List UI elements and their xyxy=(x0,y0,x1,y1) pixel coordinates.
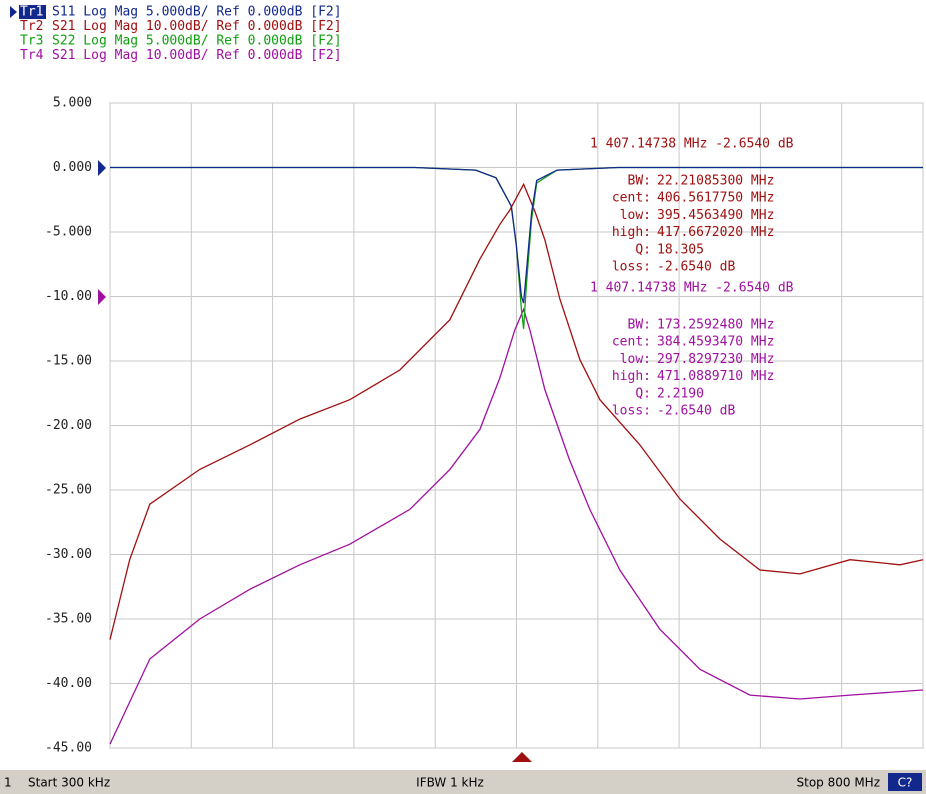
marker-value: -2.6540 dB xyxy=(657,260,735,275)
y-tick-label: -25.00 xyxy=(45,483,92,498)
y-tick-label: 0.000 xyxy=(53,160,92,175)
marker-key: high: xyxy=(612,369,651,384)
status-flag: C? xyxy=(898,776,913,790)
marker-key: Q: xyxy=(635,386,651,401)
marker-value: 297.8297230 MHz xyxy=(657,352,774,367)
status-flag-box xyxy=(888,773,922,791)
marker-key: Q: xyxy=(635,242,651,257)
marker-value: 2.2190 xyxy=(657,386,704,401)
y-tick-label: 5.000 xyxy=(53,96,92,111)
marker-value: 395.4563490 MHz xyxy=(657,208,774,223)
trace xyxy=(109,307,924,745)
trace-settings: S11 Log Mag 5.000dB/ Ref 0.000dB [F2] xyxy=(52,5,342,20)
marker-key: loss: xyxy=(612,260,651,275)
marker-key: BW: xyxy=(628,318,651,333)
marker-key: cent: xyxy=(612,335,651,350)
marker-value: -2.6540 dB xyxy=(657,404,735,419)
marker-value: 471.0889710 MHz xyxy=(657,369,774,384)
active-trace-box xyxy=(19,5,46,19)
marker-value: 173.2592480 MHz xyxy=(657,318,774,333)
y-tick-label: -5.000 xyxy=(45,225,92,240)
trace-name: Tr1 xyxy=(20,5,43,20)
ref-indicator xyxy=(98,160,106,176)
marker-key: loss: xyxy=(612,404,651,419)
active-arrow xyxy=(10,6,17,18)
trace xyxy=(109,182,924,640)
y-tick-label: -35.00 xyxy=(45,612,92,627)
marker-value: 417.6672020 MHz xyxy=(657,225,774,240)
trace-name: Tr2 xyxy=(20,19,43,34)
marker-readout: 1 407.14738 MHz -2.6540 dB xyxy=(590,137,794,152)
y-tick-label: -40.00 xyxy=(45,676,92,691)
y-tick-label: -10.00 xyxy=(45,289,92,304)
ref-indicator xyxy=(98,289,106,305)
status-text: IFBW 1 kHz xyxy=(416,776,484,790)
marker-key: BW: xyxy=(628,174,651,189)
status-text: 1 xyxy=(4,776,12,790)
status-text: Start 300 kHz xyxy=(28,776,110,790)
trace xyxy=(110,166,923,304)
status-bar xyxy=(0,770,926,794)
y-tick-label: -15.00 xyxy=(45,354,92,369)
marker-key: low: xyxy=(620,208,651,223)
marker-key: high: xyxy=(612,225,651,240)
y-tick-label: -30.00 xyxy=(45,547,92,562)
marker-key: low: xyxy=(620,352,651,367)
marker-value: 22.21085300 MHz xyxy=(657,174,774,189)
marker-value: 18.305 xyxy=(657,242,704,257)
y-tick-label: -20.00 xyxy=(45,418,92,433)
trace-settings: S21 Log Mag 10.00dB/ Ref 0.000dB [F2] xyxy=(52,48,342,63)
trace-name: Tr4 xyxy=(20,48,44,63)
marker-value: 384.4593470 MHz xyxy=(657,335,774,350)
y-tick-label: -45.00 xyxy=(45,741,92,756)
marker-readout: 1 407.14738 MHz -2.6540 dB xyxy=(590,281,794,296)
trace-settings: S21 Log Mag 10.00dB/ Ref 0.000dB [F2] xyxy=(52,19,342,34)
trace-settings: S22 Log Mag 5.000dB/ Ref 0.000dB [F2] xyxy=(52,34,342,49)
marker-indicator xyxy=(512,752,532,762)
trace-name: Tr3 xyxy=(20,34,43,49)
marker-key: cent: xyxy=(612,191,651,206)
marker-value: 406.5617750 MHz xyxy=(657,191,774,206)
status-text: Stop 800 MHz xyxy=(797,776,881,790)
